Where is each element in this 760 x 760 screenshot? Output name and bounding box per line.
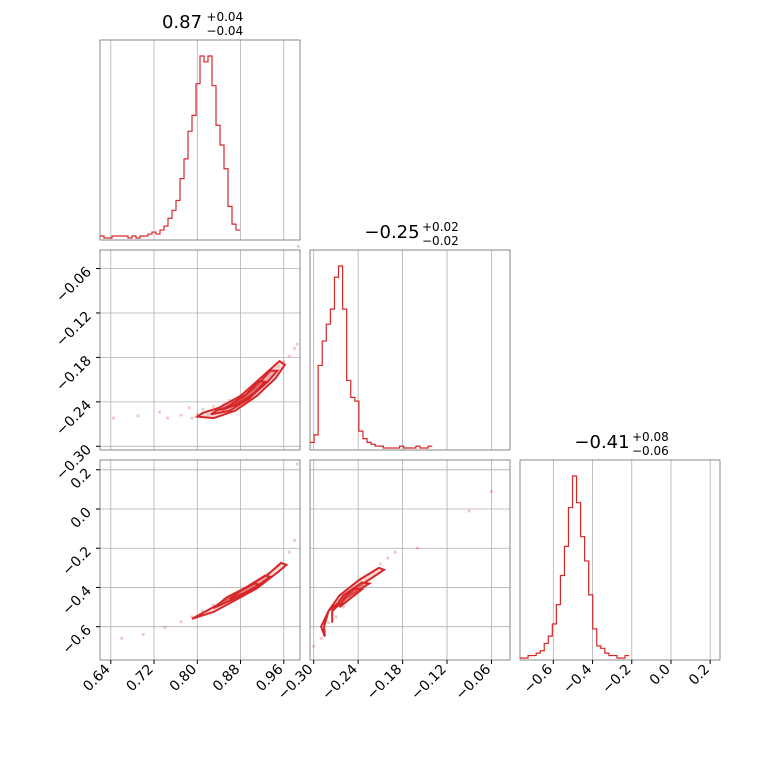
histogram-step-1	[310, 265, 433, 449]
x-tick-label: 0.88	[210, 662, 243, 695]
sample-point	[326, 621, 331, 625]
sample-point	[386, 556, 390, 560]
contour-level-0	[194, 359, 287, 420]
sample-point	[415, 546, 420, 550]
histogram-title-1: −0.25	[364, 222, 419, 243]
sample-point	[141, 632, 145, 637]
y-tick-label: −0.06	[53, 264, 95, 306]
histogram-title-lower-1: −0.02	[422, 234, 459, 248]
hist-frame-2	[519, 459, 721, 661]
sample-point	[190, 416, 194, 420]
sample-point	[378, 562, 382, 566]
x-tick-label: 0.80	[167, 662, 200, 695]
sample-point	[120, 636, 124, 641]
x-tick-label: −0.2	[599, 662, 634, 697]
contour-level-0	[320, 566, 387, 637]
contour-level-2	[338, 587, 365, 608]
histogram-title-upper-1: +0.02	[422, 220, 459, 234]
x-tick-label: −0.12	[408, 662, 450, 704]
sample-point	[312, 644, 316, 648]
x-tick-label: −0.24	[319, 661, 361, 703]
panel-frame-0	[99, 249, 301, 451]
hist-frame-0	[99, 39, 301, 241]
sample-point	[292, 346, 297, 351]
x-tick-label: −0.4	[560, 661, 595, 696]
histogram-title-0: 0.87	[162, 12, 202, 33]
x-tick-label: 0.2	[686, 662, 713, 689]
sample-point	[341, 605, 345, 609]
hist-frame-1	[309, 249, 511, 451]
y-tick-label: 0.0	[68, 505, 95, 532]
sample-point	[187, 406, 191, 410]
x-tick-label: −0.06	[453, 661, 495, 703]
sample-point	[295, 342, 299, 346]
sample-point	[467, 509, 471, 513]
y-tick-label: −0.12	[53, 308, 95, 350]
sample-point	[179, 620, 183, 624]
sample-point	[489, 489, 494, 493]
sample-point	[334, 615, 338, 619]
sample-point	[287, 550, 291, 554]
sample-point	[163, 626, 167, 630]
sample-point	[393, 550, 397, 554]
y-tick-label: −0.4	[59, 583, 94, 618]
panel-frame-1	[99, 459, 301, 661]
sample-point	[287, 354, 291, 358]
sample-point	[179, 413, 183, 417]
x-tick-label: 0.0	[647, 662, 674, 689]
contour-level-2	[221, 380, 267, 411]
y-tick-label: −0.18	[53, 353, 95, 395]
sample-point	[201, 407, 205, 411]
x-tick-label: −0.18	[364, 662, 406, 704]
x-tick-label: 0.72	[124, 662, 157, 695]
sample-point	[292, 538, 297, 542]
panel-frame-2	[309, 459, 511, 661]
histogram-title-upper-2: +0.08	[632, 430, 669, 444]
histogram-step-0	[100, 55, 240, 239]
x-tick-label: 0.64	[80, 661, 113, 694]
sample-point	[157, 410, 162, 414]
sample-point	[136, 414, 140, 418]
sample-point	[165, 416, 170, 420]
y-tick-label: −0.2	[59, 544, 94, 579]
y-tick-label: −0.6	[59, 622, 94, 657]
y-tick-label: −0.24	[53, 397, 95, 439]
histogram-title-upper-0: +0.04	[206, 10, 243, 24]
sample-point	[296, 244, 300, 248]
histogram-step-2	[520, 475, 630, 659]
x-tick-label: −0.6	[521, 661, 556, 696]
sample-point	[111, 416, 116, 420]
histogram-title-lower-2: −0.06	[632, 444, 669, 458]
histogram-title-lower-0: −0.04	[206, 24, 243, 38]
histogram-title-2: −0.41	[574, 432, 629, 453]
sample-point	[319, 636, 323, 641]
contour-level-2	[229, 582, 263, 601]
sample-point	[211, 404, 216, 408]
sample-point	[295, 462, 299, 466]
